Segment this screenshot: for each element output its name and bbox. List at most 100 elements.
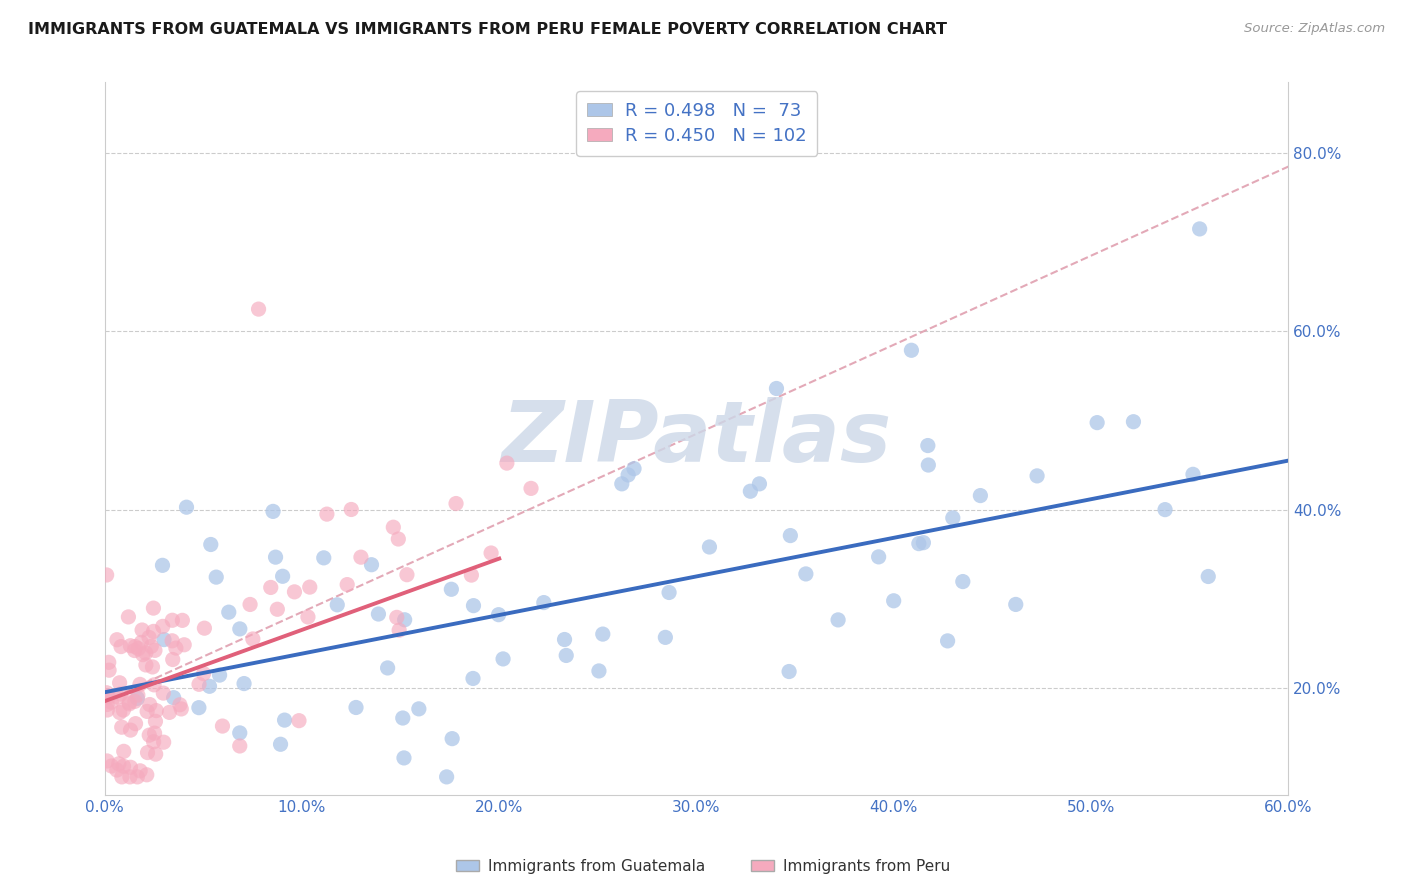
Point: [394, 613, 416, 627]
Point: [187, 700, 209, 714]
Point: [496, 456, 519, 470]
Point: [152, 735, 174, 749]
Point: [765, 382, 787, 396]
Point: [112, 744, 135, 758]
Point: [936, 633, 959, 648]
Point: [108, 675, 131, 690]
Point: [165, 641, 187, 656]
Point: [129, 677, 152, 691]
Point: [135, 768, 157, 782]
Point: [118, 695, 141, 709]
Point: [124, 640, 146, 654]
Point: [395, 567, 418, 582]
Point: [145, 704, 167, 718]
Point: [658, 585, 681, 599]
Point: [883, 594, 905, 608]
Point: [1085, 416, 1108, 430]
Point: [96, 689, 118, 703]
Point: [908, 536, 931, 550]
Point: [436, 770, 458, 784]
Point: [740, 484, 762, 499]
Point: [100, 759, 122, 773]
Point: [107, 690, 129, 704]
Point: [159, 706, 181, 720]
Point: [208, 668, 231, 682]
Point: [344, 700, 367, 714]
Point: [176, 500, 198, 515]
Point: [96, 754, 118, 768]
Point: [229, 739, 252, 753]
Point: [110, 687, 132, 701]
Point: [198, 679, 221, 693]
Point: [141, 640, 163, 654]
Point: [229, 622, 252, 636]
Point: [143, 643, 166, 657]
Point: [588, 664, 610, 678]
Point: [360, 558, 382, 572]
Point: [900, 343, 922, 358]
Point: [779, 528, 801, 542]
Point: [492, 652, 515, 666]
Point: [273, 713, 295, 727]
Point: [623, 461, 645, 475]
Point: [315, 507, 337, 521]
Point: [131, 623, 153, 637]
Point: [388, 623, 411, 637]
Point: [461, 672, 484, 686]
Point: [1026, 469, 1049, 483]
Point: [266, 602, 288, 616]
Point: [441, 731, 464, 746]
Point: [794, 566, 817, 581]
Point: [118, 770, 141, 784]
Point: [387, 532, 409, 546]
Text: Source: ZipAtlas.com: Source: ZipAtlas.com: [1244, 22, 1385, 36]
Legend: Immigrants from Guatemala, Immigrants from Peru: Immigrants from Guatemala, Immigrants fr…: [450, 853, 956, 880]
Point: [444, 497, 467, 511]
Point: [912, 535, 935, 549]
Point: [108, 706, 131, 720]
Point: [112, 759, 135, 773]
Point: [124, 694, 146, 708]
Point: [592, 627, 614, 641]
Point: [127, 641, 149, 656]
Point: [283, 585, 305, 599]
Point: [105, 763, 128, 777]
Point: [141, 660, 163, 674]
Point: [98, 663, 121, 677]
Point: [952, 574, 974, 589]
Point: [617, 467, 640, 482]
Point: [1188, 222, 1211, 236]
Point: [239, 598, 262, 612]
Point: [654, 631, 676, 645]
Point: [200, 537, 222, 551]
Point: [288, 714, 311, 728]
Point: [520, 482, 543, 496]
Point: [131, 635, 153, 649]
Point: [262, 504, 284, 518]
Point: [533, 596, 555, 610]
Point: [162, 613, 184, 627]
Point: [142, 624, 165, 639]
Point: [382, 520, 405, 534]
Point: [350, 550, 373, 565]
Point: [127, 691, 149, 706]
Point: [391, 711, 413, 725]
Point: [96, 686, 118, 700]
Point: [135, 646, 157, 660]
Point: [555, 648, 578, 663]
Point: [460, 568, 482, 582]
Point: [336, 577, 359, 591]
Point: [136, 705, 159, 719]
Point: [554, 632, 576, 647]
Point: [229, 726, 252, 740]
Point: [211, 719, 233, 733]
Point: [297, 610, 319, 624]
Point: [367, 607, 389, 621]
Point: [111, 770, 134, 784]
Point: [132, 648, 155, 662]
Point: [377, 661, 399, 675]
Point: [385, 610, 408, 624]
Point: [145, 714, 167, 729]
Point: [270, 737, 292, 751]
Point: [827, 613, 849, 627]
